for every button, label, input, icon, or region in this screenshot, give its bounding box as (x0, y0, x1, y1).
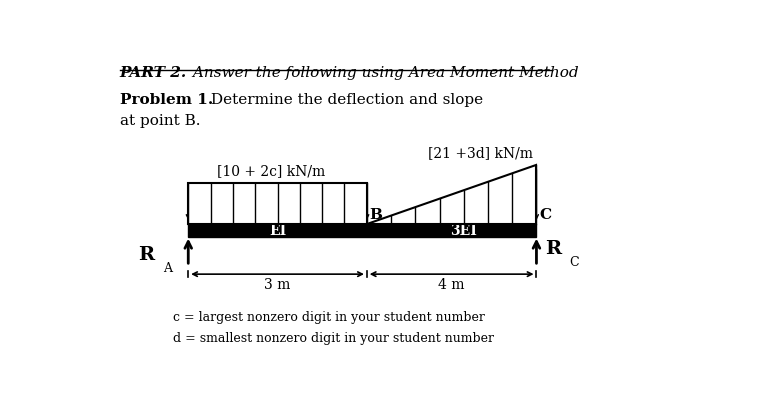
Polygon shape (188, 225, 537, 237)
Polygon shape (367, 165, 537, 225)
Text: C: C (569, 256, 579, 269)
Text: Problem 1.: Problem 1. (120, 93, 213, 107)
Text: A: A (191, 208, 203, 222)
Text: c = largest nonzero digit in your student number: c = largest nonzero digit in your studen… (174, 311, 485, 324)
Text: [21 +3d] kN/m: [21 +3d] kN/m (429, 146, 534, 161)
Text: 3EI: 3EI (450, 224, 477, 238)
Text: 4 m: 4 m (439, 278, 465, 292)
Text: B: B (370, 208, 382, 222)
Text: d = smallest nonzero digit in your student number: d = smallest nonzero digit in your stude… (174, 332, 495, 345)
Text: A: A (163, 262, 172, 275)
Text: PART 2.: PART 2. (120, 66, 187, 80)
Text: at point B.: at point B. (120, 114, 200, 128)
Text: Determine the deflection and slope: Determine the deflection and slope (206, 93, 483, 107)
Text: 3 m: 3 m (264, 278, 291, 292)
Text: [10 + 2c] kN/m: [10 + 2c] kN/m (217, 164, 326, 178)
Text: R: R (137, 246, 154, 264)
Polygon shape (188, 183, 367, 225)
Text: C: C (539, 208, 551, 222)
Text: Answer the following using Area Moment Method: Answer the following using Area Moment M… (188, 66, 579, 80)
Text: EI: EI (269, 224, 286, 238)
Text: R: R (545, 240, 561, 258)
